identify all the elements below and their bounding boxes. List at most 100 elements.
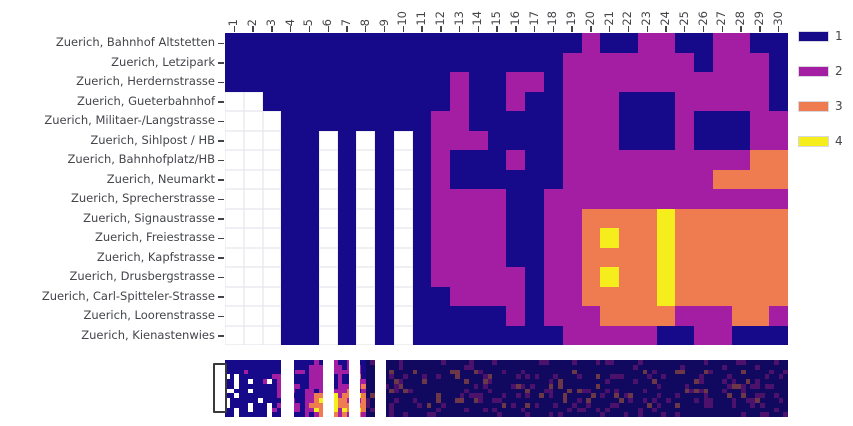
heatmap-cell[interactable] [600,169,620,189]
heatmap-cell[interactable] [487,169,507,189]
heatmap-cell[interactable] [750,33,770,53]
heatmap-cell[interactable] [262,189,282,209]
heatmap-cell[interactable] [375,130,394,150]
heatmap-cell[interactable] [318,111,338,131]
heatmap-cell[interactable] [750,130,770,150]
heatmap-cell[interactable] [619,228,638,248]
heatmap-cell[interactable] [375,325,394,345]
heatmap-cell[interactable] [225,325,244,345]
heatmap-cell[interactable] [581,150,601,170]
heatmap-cell[interactable] [281,267,301,287]
heatmap-cell[interactable] [225,33,244,53]
heatmap-cell[interactable] [487,228,507,248]
heatmap-cell[interactable] [431,150,451,170]
heatmap-cell[interactable] [337,111,357,131]
heatmap-cell[interactable] [450,111,469,131]
heatmap-cell[interactable] [318,33,338,53]
heatmap-cell[interactable] [694,150,713,170]
heatmap-cell[interactable] [487,208,507,228]
heatmap-cell[interactable] [750,306,770,326]
heatmap-cell[interactable] [225,189,244,209]
heatmap-cell[interactable] [431,267,451,287]
heatmap-cell[interactable] [694,306,713,326]
heatmap-cell[interactable] [468,52,488,72]
heatmap-cell[interactable] [637,306,657,326]
heatmap-cell[interactable] [225,208,244,228]
heatmap-cell[interactable] [262,267,282,287]
heatmap-cell[interactable] [600,52,620,72]
heatmap-cell[interactable] [300,52,319,72]
heatmap-cell[interactable] [769,267,788,287]
heatmap-cell[interactable] [412,247,432,267]
heatmap-cell[interactable] [225,130,244,150]
heatmap-cell[interactable] [356,189,376,209]
heatmap-cell[interactable] [375,189,394,209]
heatmap-cell[interactable] [600,111,620,131]
heatmap-cell[interactable] [675,189,695,209]
heatmap-cell[interactable] [600,189,620,209]
heatmap-cell[interactable] [225,169,244,189]
heatmap-cell[interactable] [262,111,282,131]
heatmap-cell[interactable] [468,189,488,209]
heatmap-cell[interactable] [619,306,638,326]
heatmap-cell[interactable] [619,91,638,111]
heatmap-cell[interactable] [712,247,732,267]
heatmap-cell[interactable] [731,286,751,306]
heatmap-cell[interactable] [769,91,788,111]
heatmap-cell[interactable] [431,130,451,150]
heatmap-cell[interactable] [637,228,657,248]
heatmap-cell[interactable] [450,325,469,345]
heatmap-cell[interactable] [769,150,788,170]
heatmap-cell[interactable] [337,247,357,267]
heatmap-cell[interactable] [581,91,601,111]
heatmap-cell[interactable] [581,267,601,287]
heatmap-cell[interactable] [450,228,469,248]
heatmap-cell[interactable] [318,169,338,189]
heatmap-cell[interactable] [243,150,263,170]
heatmap-cell[interactable] [619,325,638,345]
heatmap-cell[interactable] [375,52,394,72]
heatmap-cell[interactable] [300,267,319,287]
heatmap-cell[interactable] [750,247,770,267]
heatmap-cell[interactable] [318,208,338,228]
heatmap-cell[interactable] [731,111,751,131]
heatmap-cell[interactable] [506,72,526,92]
heatmap-cell[interactable] [243,91,263,111]
heatmap-cell[interactable] [337,130,357,150]
heatmap-cell[interactable] [356,228,376,248]
heatmap-cell[interactable] [562,208,582,228]
heatmap-cell[interactable] [412,325,432,345]
heatmap-cell[interactable] [450,72,469,92]
heatmap-cell[interactable] [750,91,770,111]
heatmap-cell[interactable] [262,33,282,53]
heatmap-cell[interactable] [600,286,620,306]
heatmap-cell[interactable] [225,247,244,267]
heatmap-cell[interactable] [562,33,582,53]
heatmap-cell[interactable] [769,130,788,150]
heatmap-cell[interactable] [750,150,770,170]
heatmap-cell[interactable] [769,169,788,189]
heatmap-cell[interactable] [769,306,788,326]
heatmap-cell[interactable] [281,169,301,189]
heatmap-cell[interactable] [712,33,732,53]
heatmap-cell[interactable] [694,208,713,228]
heatmap-cell[interactable] [619,286,638,306]
heatmap-cell[interactable] [581,325,601,345]
heatmap-cell[interactable] [637,208,657,228]
heatmap-cell[interactable] [225,91,244,111]
heatmap-cell[interactable] [750,72,770,92]
heatmap-cell[interactable] [300,247,319,267]
heatmap-cell[interactable] [337,33,357,53]
heatmap-cell[interactable] [581,52,601,72]
heatmap-cell[interactable] [393,228,413,248]
heatmap-cell[interactable] [375,72,394,92]
heatmap-cell[interactable] [675,111,695,131]
heatmap-cell[interactable] [619,247,638,267]
heatmap-cell[interactable] [656,72,676,92]
heatmap-cell[interactable] [581,72,601,92]
heatmap-cell[interactable] [356,267,376,287]
heatmap-cell[interactable] [356,286,376,306]
heatmap-cell[interactable] [769,228,788,248]
heatmap-cell[interactable] [356,306,376,326]
heatmap-cell[interactable] [468,267,488,287]
